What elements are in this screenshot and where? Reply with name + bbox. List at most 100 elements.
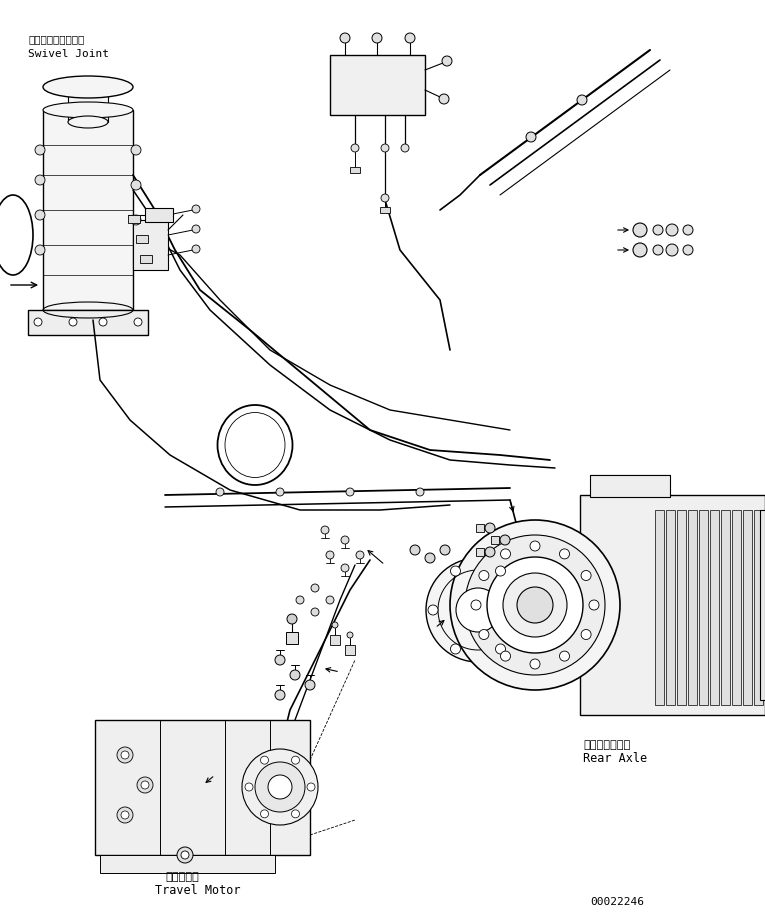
Circle shape	[35, 245, 45, 255]
Ellipse shape	[68, 116, 108, 128]
Circle shape	[479, 571, 489, 581]
Circle shape	[305, 680, 315, 690]
Circle shape	[275, 690, 285, 700]
Circle shape	[683, 245, 693, 255]
Circle shape	[347, 632, 353, 638]
Circle shape	[471, 600, 481, 610]
Text: 00022246: 00022246	[590, 897, 644, 907]
Circle shape	[326, 551, 334, 559]
Circle shape	[479, 630, 489, 640]
Circle shape	[177, 847, 193, 863]
Circle shape	[34, 318, 42, 326]
Bar	[136, 235, 148, 243]
Bar	[380, 207, 390, 213]
Circle shape	[332, 622, 338, 628]
Circle shape	[500, 535, 510, 545]
Circle shape	[581, 630, 591, 640]
Text: 走行モータ: 走行モータ	[165, 872, 199, 882]
Bar	[760, 510, 765, 700]
Bar	[350, 167, 360, 173]
Circle shape	[261, 810, 269, 818]
Bar	[655, 510, 664, 705]
Circle shape	[99, 318, 107, 326]
Circle shape	[296, 596, 304, 604]
Circle shape	[181, 851, 189, 859]
Circle shape	[341, 564, 349, 572]
Circle shape	[451, 566, 461, 576]
Circle shape	[530, 659, 540, 669]
Bar	[732, 510, 741, 705]
Text: Swivel Joint: Swivel Joint	[28, 49, 109, 59]
Circle shape	[428, 605, 438, 615]
Circle shape	[268, 775, 292, 799]
Circle shape	[275, 655, 285, 665]
Circle shape	[425, 553, 435, 563]
Circle shape	[405, 33, 415, 43]
Circle shape	[321, 526, 329, 534]
Text: Rear Axle: Rear Axle	[583, 752, 647, 765]
Bar	[43, 110, 133, 310]
Circle shape	[192, 245, 200, 253]
Circle shape	[381, 194, 389, 202]
Circle shape	[450, 520, 620, 690]
Circle shape	[137, 777, 153, 793]
Text: スイベルジョイント: スイベルジョイント	[28, 34, 84, 44]
Ellipse shape	[43, 102, 133, 118]
Circle shape	[559, 549, 569, 559]
Bar	[491, 536, 499, 544]
Circle shape	[439, 94, 449, 104]
Circle shape	[121, 751, 129, 759]
Circle shape	[401, 144, 409, 152]
Circle shape	[666, 224, 678, 236]
Circle shape	[340, 33, 350, 43]
Ellipse shape	[43, 76, 133, 98]
Circle shape	[131, 215, 141, 225]
Circle shape	[589, 600, 599, 610]
Circle shape	[666, 244, 678, 256]
Circle shape	[291, 756, 300, 765]
Circle shape	[496, 644, 506, 654]
Bar	[28, 310, 148, 335]
Circle shape	[683, 225, 693, 235]
Circle shape	[456, 588, 500, 632]
Circle shape	[69, 318, 77, 326]
Circle shape	[351, 144, 359, 152]
Bar	[688, 510, 697, 705]
Circle shape	[426, 558, 530, 662]
Circle shape	[581, 571, 591, 581]
Bar	[721, 510, 730, 705]
Circle shape	[518, 605, 528, 615]
Bar	[666, 510, 675, 705]
Circle shape	[653, 225, 663, 235]
Circle shape	[326, 596, 334, 604]
Bar	[100, 855, 275, 873]
Circle shape	[131, 145, 141, 155]
Circle shape	[245, 783, 253, 791]
Circle shape	[485, 547, 495, 557]
Bar	[754, 510, 763, 705]
Circle shape	[381, 144, 389, 152]
Circle shape	[261, 756, 269, 765]
Circle shape	[307, 783, 315, 791]
Circle shape	[117, 747, 133, 763]
Bar	[476, 524, 484, 532]
Circle shape	[633, 223, 647, 237]
Bar	[145, 208, 173, 222]
Circle shape	[559, 651, 569, 661]
Circle shape	[192, 205, 200, 213]
Bar	[710, 510, 719, 705]
Circle shape	[500, 549, 510, 559]
Bar	[128, 215, 140, 223]
Bar	[95, 720, 310, 855]
Bar	[699, 510, 708, 705]
Circle shape	[290, 670, 300, 680]
Circle shape	[500, 651, 510, 661]
Circle shape	[276, 488, 284, 496]
Circle shape	[341, 536, 349, 544]
Circle shape	[35, 210, 45, 220]
Circle shape	[496, 566, 506, 576]
Circle shape	[141, 781, 149, 789]
Bar	[590, 475, 670, 497]
Circle shape	[410, 545, 420, 555]
Circle shape	[311, 608, 319, 616]
